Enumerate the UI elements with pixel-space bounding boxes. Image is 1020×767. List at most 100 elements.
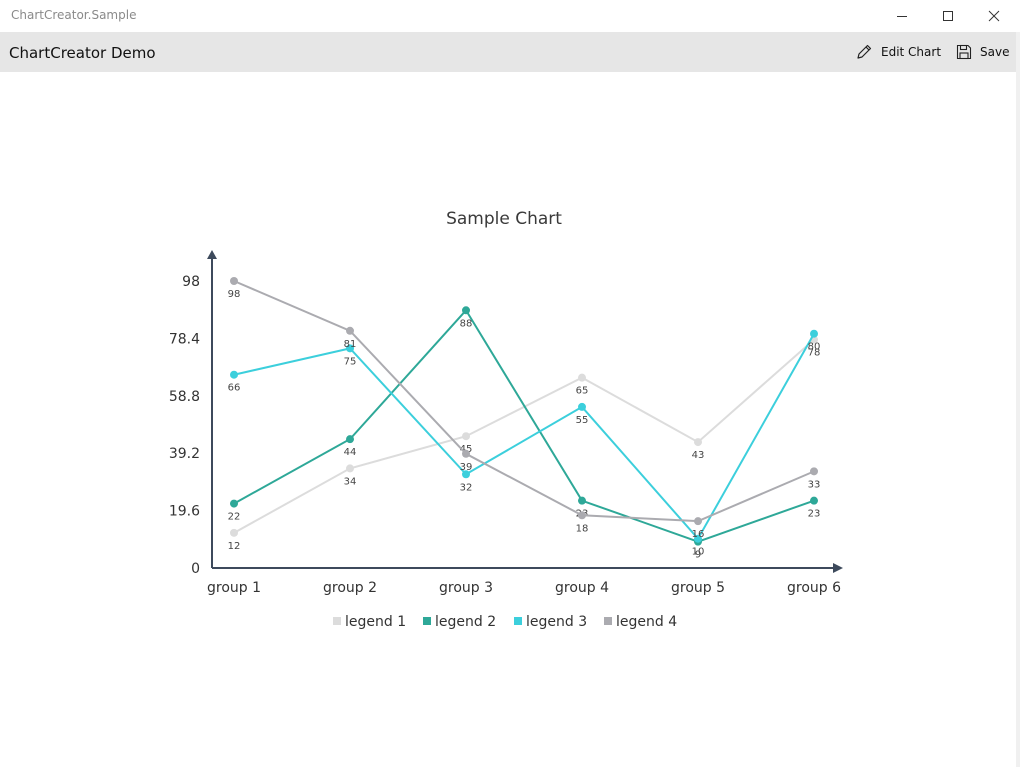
command-bar: ChartCreator Demo Edit Chart Save [0, 32, 1016, 72]
data-point[interactable] [230, 277, 238, 285]
data-point[interactable] [462, 306, 470, 315]
legend-swatch [604, 617, 612, 625]
data-label: 65 [576, 386, 589, 397]
data-label: 98 [228, 289, 241, 300]
data-point[interactable] [230, 499, 238, 508]
series-4: 98 81 39 18 16 33 [228, 277, 821, 540]
window-titlebar: ChartCreator.Sample [0, 0, 1020, 32]
legend-swatch [514, 617, 522, 625]
data-point[interactable] [694, 517, 702, 526]
data-point[interactable] [230, 528, 238, 537]
y-tick-label: 98 [182, 274, 200, 290]
window-title: ChartCreator.Sample [11, 8, 137, 22]
chart-axes: 0 19.6 39.2 58.8 78.4 98 group 1 group 2 group 3… [169, 250, 843, 596]
data-label: 88 [460, 318, 473, 329]
data-label: 9 [695, 550, 701, 561]
minimize-button[interactable] [879, 0, 925, 32]
data-label: 34 [344, 476, 357, 487]
x-tick-label: group 6 [787, 580, 841, 596]
data-point[interactable] [694, 438, 702, 447]
y-tick-label: 39.2 [169, 446, 200, 462]
data-point[interactable] [810, 329, 818, 338]
data-point[interactable] [578, 511, 586, 520]
data-label: 10 [692, 547, 705, 558]
data-label: 12 [228, 541, 241, 552]
close-icon [988, 10, 1000, 22]
x-tick-label: group 1 [207, 580, 261, 596]
legend-label: legend 4 [616, 614, 677, 630]
data-point[interactable] [578, 496, 586, 505]
legend-label: legend 1 [345, 614, 406, 630]
legend-item-2[interactable]: legend 2 [423, 614, 496, 630]
legend-label: legend 3 [526, 614, 587, 630]
data-point[interactable] [810, 496, 818, 505]
legend-item-4[interactable]: legend 4 [604, 614, 677, 630]
data-point[interactable] [346, 326, 354, 335]
data-label: 44 [344, 447, 357, 458]
series-line [233, 338, 815, 534]
data-label: 81 [344, 339, 357, 350]
data-label: 18 [576, 523, 589, 534]
data-label: 32 [460, 482, 473, 493]
series-line [233, 280, 815, 523]
legend-swatch [333, 617, 341, 625]
data-point[interactable] [462, 470, 470, 479]
data-point[interactable] [462, 449, 470, 458]
data-label: 33 [808, 479, 821, 490]
data-point[interactable] [230, 370, 238, 379]
data-label: 43 [692, 450, 705, 461]
maximize-button[interactable] [925, 0, 971, 32]
y-axis-arrow [207, 250, 217, 259]
data-point[interactable] [578, 373, 586, 382]
close-button[interactable] [971, 0, 1017, 32]
data-label: 75 [344, 356, 357, 367]
save-label: Save [980, 45, 1010, 59]
data-label: 78 [808, 348, 821, 359]
data-label: 22 [228, 512, 241, 523]
chart-legend: legend 1 legend 2 legend 3 legend 4 [333, 614, 677, 630]
x-tick-label: group 5 [671, 580, 725, 596]
data-point[interactable] [346, 344, 354, 353]
series-1: 12 34 45 65 43 78 [228, 335, 821, 552]
data-point[interactable] [346, 435, 354, 444]
y-tick-label: 19.6 [169, 504, 200, 520]
pencil-icon [857, 44, 872, 59]
data-label: 55 [576, 415, 589, 426]
save-icon [956, 44, 972, 60]
legend-swatch [423, 617, 431, 625]
data-point[interactable] [694, 534, 702, 543]
y-tick-label: 0 [191, 561, 200, 577]
legend-item-3[interactable]: legend 3 [514, 614, 587, 630]
series-3: 66 75 32 55 10 80 [228, 329, 821, 558]
data-label: 66 [228, 383, 241, 394]
legend-item-1[interactable]: legend 1 [333, 614, 406, 630]
edit-chart-label: Edit Chart [881, 45, 942, 59]
data-label: 80 [808, 342, 821, 353]
x-axis-arrow [833, 563, 843, 573]
data-point[interactable] [462, 432, 470, 441]
chart-title: Sample Chart [446, 209, 562, 229]
x-tick-label: group 3 [439, 580, 493, 596]
save-button[interactable]: Save [956, 32, 1009, 72]
series-line [233, 333, 815, 541]
data-label: 45 [460, 444, 473, 455]
window-edge [1016, 32, 1020, 767]
edit-chart-button[interactable]: Edit Chart [855, 32, 941, 72]
app-header-title: ChartCreator Demo [9, 44, 156, 62]
maximize-icon [943, 11, 953, 21]
minimize-icon [897, 16, 907, 17]
y-tick-label: 58.8 [169, 389, 200, 405]
y-tick-label: 78.4 [169, 331, 200, 347]
series-layer: 1234456543782244882392366753255108098813… [228, 277, 821, 561]
data-point[interactable] [346, 464, 354, 473]
data-label: 16 [692, 529, 705, 540]
data-label: 23 [808, 509, 821, 520]
series-line [233, 308, 815, 543]
legend-label: legend 2 [435, 614, 496, 630]
x-tick-label: group 4 [555, 580, 609, 596]
data-point[interactable] [578, 402, 586, 411]
data-label: 39 [460, 462, 473, 473]
series-2: 22448823923 [228, 306, 821, 561]
data-point[interactable] [810, 467, 818, 476]
